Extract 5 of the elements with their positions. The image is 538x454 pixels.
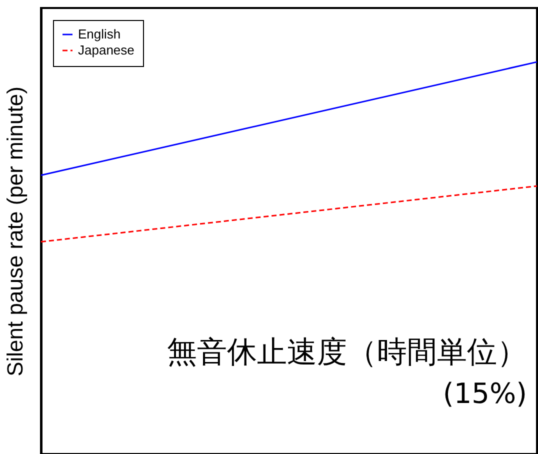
legend-label: English <box>78 26 121 42</box>
text: 無音休止速度（時間単位） <box>167 335 527 370</box>
y-axis-title: Silent pause rate (per minute) <box>2 86 28 376</box>
text: (15%) <box>442 377 527 410</box>
legend-label: Japanese <box>78 42 134 58</box>
